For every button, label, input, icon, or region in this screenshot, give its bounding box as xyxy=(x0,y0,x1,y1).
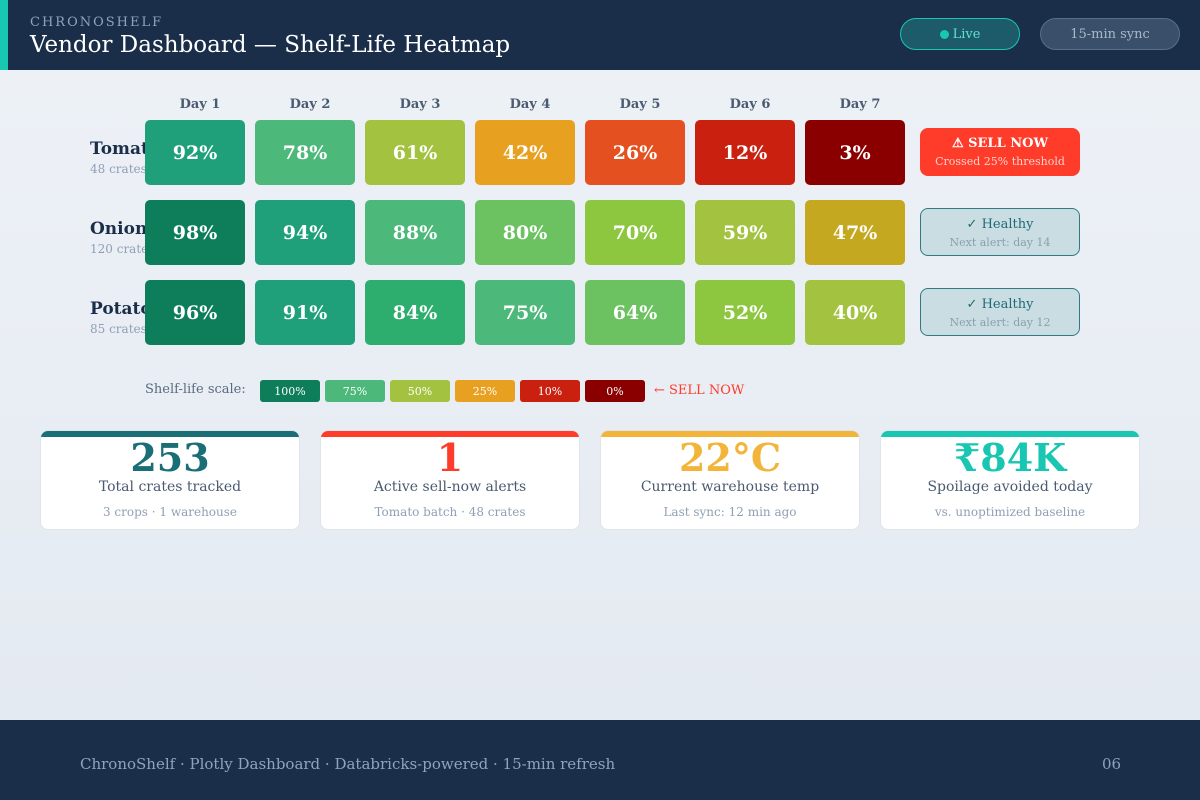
kpi-value: 253 xyxy=(130,435,210,480)
heatmap-cell[interactable]: 96% xyxy=(145,280,245,345)
heatmap-cell[interactable]: 70% xyxy=(585,200,685,265)
scale-label: Shelf-life scale: xyxy=(145,382,246,397)
heatmap-cell[interactable]: 94% xyxy=(255,200,355,265)
crop-crate-count: 48 crates xyxy=(90,162,147,176)
kpi-card-accent xyxy=(881,431,1139,437)
crop-crate-count: 120 crates xyxy=(90,242,150,256)
healthy-status-button[interactable]: ✓ Healthy Next alert: day 14 xyxy=(920,208,1080,256)
heatmap-cell[interactable]: 52% xyxy=(695,280,795,345)
sell-now-button[interactable]: ⚠ SELL NOW Crossed 25% threshold xyxy=(920,128,1080,176)
brand-name: CHRONOSHELF xyxy=(30,15,164,30)
heatmap-cell[interactable]: 26% xyxy=(585,120,685,185)
kpi-card: 1 Active sell-now alerts Tomato batch · 48… xyxy=(320,430,580,530)
kpi-value: 1 xyxy=(436,435,464,480)
heatmap-cell[interactable]: 80% xyxy=(475,200,575,265)
scale-swatch: 0% xyxy=(585,380,645,402)
day-header: Day 2 xyxy=(289,97,331,112)
kpi-note: vs. unoptimized baseline xyxy=(934,505,1086,519)
app-header: CHRONOSHELF Vendor Dashboard — Shelf-Lif… xyxy=(0,0,1200,70)
kpi-label: Total crates tracked xyxy=(98,479,242,495)
kpi-note: Tomato batch · 48 crates xyxy=(374,505,526,519)
kpi-card: ₹84K Spoilage avoided today vs. unoptimize… xyxy=(880,430,1140,530)
scale-swatch: 100% xyxy=(260,380,320,402)
kpi-card: 253 Total crates tracked 3 crops · 1 wareh… xyxy=(40,430,300,530)
action-label: ✓ Healthy xyxy=(966,297,1034,312)
kpi-value: ₹84K xyxy=(953,435,1067,480)
heatmap-cell[interactable]: 91% xyxy=(255,280,355,345)
page-title: Vendor Dashboard — Shelf-Life Heatmap xyxy=(30,32,511,58)
footer: ChronoShelf · Plotly Dashboard · Databri… xyxy=(0,720,1200,800)
kpi-card-accent xyxy=(601,431,859,437)
heatmap-cell[interactable]: 78% xyxy=(255,120,355,185)
live-label: Live xyxy=(952,26,981,42)
healthy-status-button[interactable]: ✓ Healthy Next alert: day 12 xyxy=(920,288,1080,336)
action-sub-label: Next alert: day 14 xyxy=(949,236,1051,249)
day-header: Day 5 xyxy=(619,97,661,112)
kpi-label: Active sell-now alerts xyxy=(373,479,527,495)
heatmap-cell[interactable]: 98% xyxy=(145,200,245,265)
scale-swatch: 50% xyxy=(390,380,450,402)
heatmap-cell[interactable]: 3% xyxy=(805,120,905,185)
action-label: ✓ Healthy xyxy=(966,217,1034,232)
kpi-label: Spoilage avoided today xyxy=(927,479,1093,495)
heatmap-cell[interactable]: 92% xyxy=(145,120,245,185)
kpi-note: Last sync: 12 min ago xyxy=(663,505,797,519)
day-header: Day 4 xyxy=(509,97,551,112)
crop-crate-count: 85 crates xyxy=(90,322,147,336)
kpi-note: 3 crops · 1 warehouse xyxy=(102,505,238,519)
heatmap-cell[interactable]: 42% xyxy=(475,120,575,185)
kpi-card: 22°C Current warehouse temp Last sync: 12 … xyxy=(600,430,860,530)
day-header: Day 3 xyxy=(399,97,441,112)
day-header: Day 6 xyxy=(729,97,771,112)
action-sub-label: Next alert: day 12 xyxy=(949,316,1051,329)
crop-name: Onion xyxy=(90,219,148,239)
heatmap-cell[interactable]: 84% xyxy=(365,280,465,345)
heatmap-cell[interactable]: 75% xyxy=(475,280,575,345)
kpi-card-accent xyxy=(41,431,299,437)
crop-name: Potato xyxy=(90,299,150,319)
header-accent-bar xyxy=(0,0,8,70)
scale-swatch: 75% xyxy=(325,380,385,402)
live-dot-icon xyxy=(939,29,949,39)
action-label: ⚠ SELL NOW xyxy=(951,136,1049,151)
footer-text: ChronoShelf · Plotly Dashboard · Databri… xyxy=(80,755,616,773)
kpi-label: Current warehouse temp xyxy=(640,479,820,495)
heatmap-cell[interactable]: 59% xyxy=(695,200,795,265)
sync-label: 15-min sync xyxy=(1070,26,1150,42)
live-badge[interactable]: Live xyxy=(900,18,1020,50)
action-sub-label: Crossed 25% threshold xyxy=(935,155,1065,168)
scale-swatch: 25% xyxy=(455,380,515,402)
heatmap-cell[interactable]: 64% xyxy=(585,280,685,345)
day-header: Day 7 xyxy=(839,97,881,112)
page-number: 06 xyxy=(1102,755,1122,773)
heatmap-cell[interactable]: 47% xyxy=(805,200,905,265)
sync-badge[interactable]: 15-min sync xyxy=(1040,18,1180,50)
kpi-value: 22°C xyxy=(678,435,782,480)
kpi-card-accent xyxy=(321,431,579,437)
heatmap-cell[interactable]: 88% xyxy=(365,200,465,265)
scale-swatch: 10% xyxy=(520,380,580,402)
scale-sell-now-note: ← SELL NOW xyxy=(654,383,745,398)
crop-name: Tomato xyxy=(90,139,150,159)
day-header: Day 1 xyxy=(179,97,221,112)
heatmap-cell[interactable]: 61% xyxy=(365,120,465,185)
heatmap-cell[interactable]: 12% xyxy=(695,120,795,185)
heatmap-cell[interactable]: 40% xyxy=(805,280,905,345)
